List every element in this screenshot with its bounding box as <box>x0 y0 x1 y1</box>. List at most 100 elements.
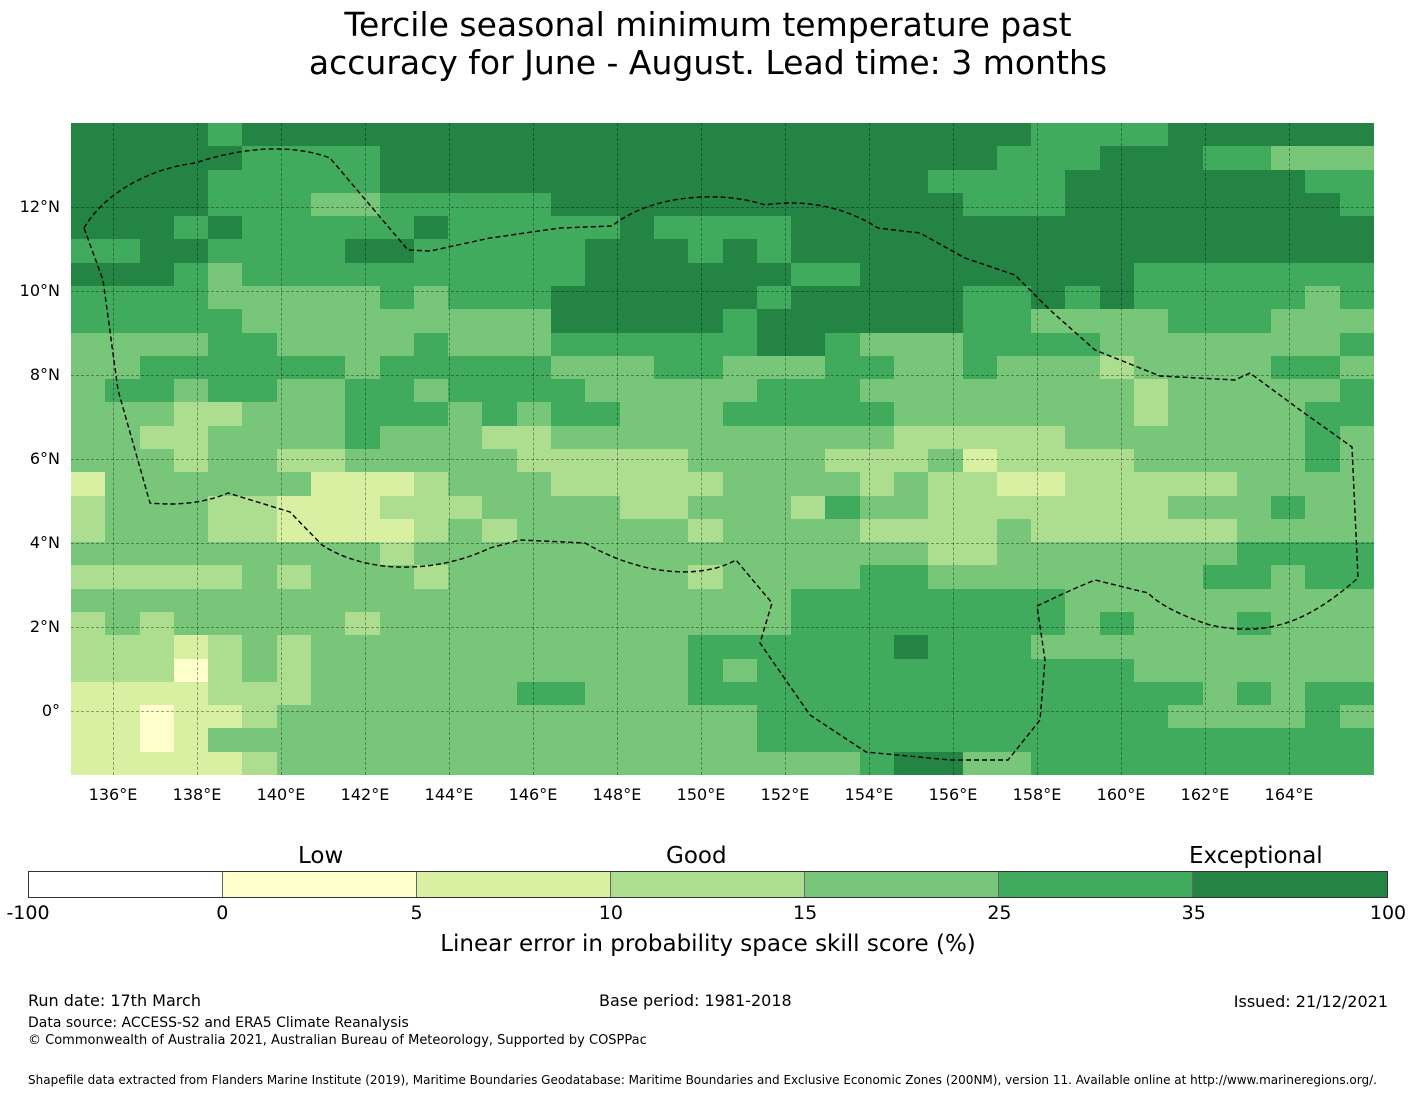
map-cell <box>413 425 449 450</box>
map-cell <box>448 518 484 543</box>
map-cell <box>1031 449 1067 473</box>
map-cell <box>413 216 449 241</box>
map-cell <box>413 449 449 473</box>
map-cell <box>379 286 415 310</box>
map-cell <box>859 472 895 497</box>
x-tick-label: 140°E <box>256 785 306 804</box>
map-cell <box>1339 402 1374 427</box>
map-cell <box>1202 262 1238 287</box>
map-cell <box>139 239 175 264</box>
map-cell <box>893 169 929 194</box>
map-cell <box>996 379 1032 404</box>
map-cell <box>379 518 415 543</box>
map-cell <box>859 449 895 473</box>
map-cell <box>448 309 484 334</box>
map-cell <box>448 262 484 287</box>
map-cell <box>653 332 689 357</box>
map-cell <box>585 286 621 310</box>
map-cell <box>996 355 1032 380</box>
map-cell <box>1099 402 1135 427</box>
map-cell <box>345 332 381 357</box>
map-cell <box>311 425 347 450</box>
map-cell <box>1065 123 1101 147</box>
x-tick-label: 136°E <box>88 785 138 804</box>
map-cell <box>962 472 998 497</box>
map-cell <box>1271 239 1307 264</box>
map-cell <box>551 379 587 404</box>
map-cell <box>688 518 724 543</box>
map-cell <box>1202 192 1238 217</box>
map-cell <box>71 262 106 287</box>
map-cell <box>208 495 244 520</box>
map-cell <box>722 123 758 147</box>
map-cell <box>585 518 621 543</box>
map-cell <box>413 309 449 334</box>
map-cell <box>619 518 655 543</box>
map-cell <box>448 425 484 450</box>
map-cell <box>139 449 175 473</box>
map-cell <box>1099 425 1135 450</box>
map-cell <box>139 262 175 287</box>
map-cell <box>1271 332 1307 357</box>
map-cell <box>893 146 929 171</box>
map-cell <box>1099 216 1135 241</box>
map-cell <box>996 472 1032 497</box>
map-cell <box>448 495 484 520</box>
map-cell <box>448 449 484 473</box>
map-cell <box>208 169 244 194</box>
map-cell <box>825 379 861 404</box>
map-cell <box>1271 262 1307 287</box>
map-cell <box>482 309 518 334</box>
map-cell <box>242 239 278 264</box>
map-cell <box>242 286 278 310</box>
map-cell <box>722 216 758 241</box>
map-cell <box>722 495 758 520</box>
map-cell <box>653 495 689 520</box>
map-cell <box>1168 262 1204 287</box>
map-cell <box>311 192 347 217</box>
colorbar-segment <box>999 872 1193 897</box>
eez-boundary-line <box>83 148 1359 761</box>
map-cell <box>1339 449 1374 473</box>
map-cell <box>1133 332 1169 357</box>
map-cell <box>722 332 758 357</box>
map-cell <box>1168 379 1204 404</box>
map-cell <box>1099 472 1135 497</box>
map-cell <box>276 332 312 357</box>
map-cell <box>448 379 484 404</box>
x-tick-label: 138°E <box>172 785 222 804</box>
map-cell <box>173 449 209 473</box>
map-cell <box>1065 239 1101 264</box>
map-cell <box>928 495 964 520</box>
map-cell <box>242 425 278 450</box>
map-cell <box>1305 169 1341 194</box>
map-cell <box>859 332 895 357</box>
map-cell <box>413 495 449 520</box>
map-cell <box>1305 332 1341 357</box>
map-cell <box>1065 146 1101 171</box>
map-cell <box>996 169 1032 194</box>
colorbar-tick-label: 15 <box>793 902 818 924</box>
map-cell <box>1271 355 1307 380</box>
map-cell <box>1133 146 1169 171</box>
map-cell <box>311 355 347 380</box>
map-cell <box>996 192 1032 217</box>
map-cell <box>1031 425 1067 450</box>
map-cell <box>551 332 587 357</box>
map-cell <box>756 286 792 310</box>
map-cell <box>1305 309 1341 334</box>
map-cell <box>1099 495 1135 520</box>
map-cell <box>756 449 792 473</box>
map-cell <box>585 309 621 334</box>
map-cell <box>105 123 141 147</box>
map-cell <box>996 425 1032 450</box>
map-cell <box>1305 425 1341 450</box>
map-cell <box>1271 169 1307 194</box>
map-cell <box>516 402 552 427</box>
map-cell <box>619 402 655 427</box>
map-cell <box>413 169 449 194</box>
map-cell <box>173 286 209 310</box>
x-tick-label: 158°E <box>1012 785 1062 804</box>
map-cell <box>551 355 587 380</box>
map-cell <box>71 495 106 520</box>
